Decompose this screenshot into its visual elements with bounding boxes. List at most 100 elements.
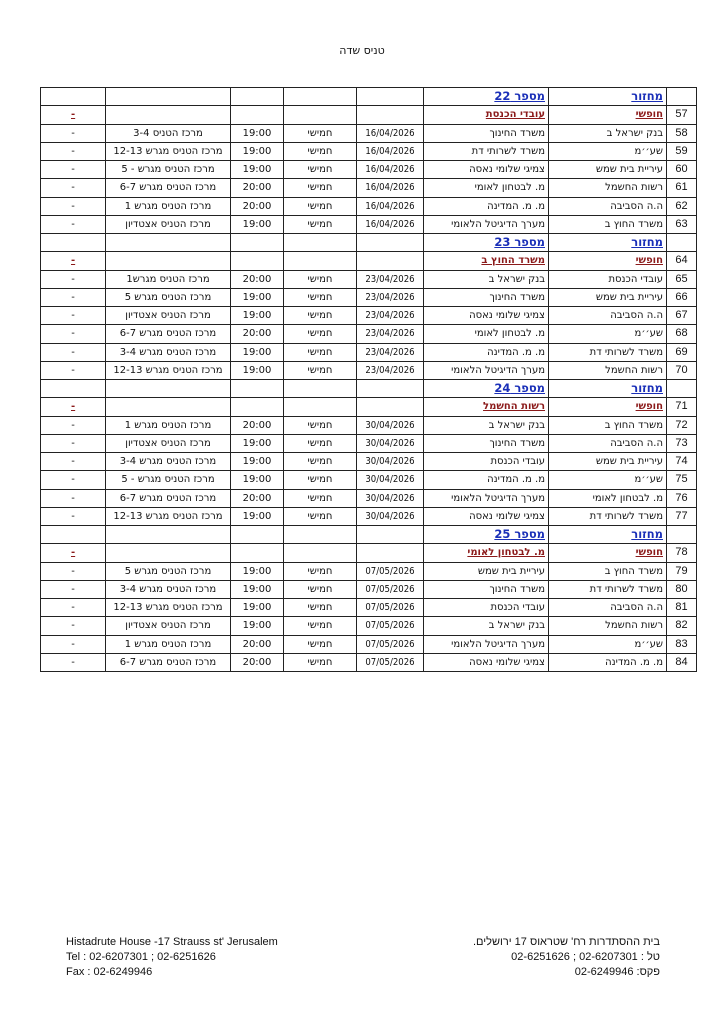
empty-cell [283, 543, 357, 563]
bye-label: חופשי [548, 105, 667, 125]
match-date: 07/05/2026 [356, 634, 424, 654]
match-day: חמישי [283, 123, 357, 143]
match-number: 77 [666, 506, 697, 527]
bye-team: מ. לבטחון לאומי [423, 543, 549, 563]
match-row: 84 מ. מ. המדינה צמיגי שלומי נאסה 07/05/2026… [40, 652, 697, 673]
match-row: 60 עיריית בית שמש צמיגי שלומי נאסה 16/04/20… [40, 159, 697, 180]
bye-label: חופשי [548, 543, 667, 563]
match-date: 16/04/2026 [356, 196, 424, 216]
match-number: 57 [666, 105, 697, 125]
empty-cell [356, 251, 424, 271]
away-team: משרד החינוך [423, 433, 549, 454]
match-number: 60 [666, 159, 697, 180]
match-time: 20:00 [230, 488, 284, 508]
home-team: משרד לשרותי דת [548, 579, 667, 600]
match-date: 07/05/2026 [356, 597, 424, 618]
away-team: מערך הדיגיטל הלאומי [423, 488, 549, 508]
round-label: מחזור [548, 86, 667, 107]
empty-cell [230, 232, 284, 253]
match-date: 16/04/2026 [356, 178, 424, 198]
home-team: בנק ישראל ב [548, 123, 667, 143]
match-date: 16/04/2026 [356, 123, 424, 143]
match-number: 82 [666, 616, 697, 636]
match-day: חמישי [283, 561, 357, 581]
match-time: 19:00 [230, 506, 284, 527]
empty-cell [283, 86, 357, 107]
away-team: מערך הדיגיטל הלאומי [423, 360, 549, 381]
match-result: - [40, 652, 106, 673]
match-row: 83 שע׳׳מ מערך הדיגיטל הלאומי 07/05/2026 חמיש… [40, 634, 697, 654]
match-time: 19:00 [230, 561, 284, 581]
away-team: מערך הדיגיטל הלאומי [423, 634, 549, 654]
match-result: - [40, 159, 106, 180]
away-team: צמיגי שלומי נאסה [423, 506, 549, 527]
match-result: - [40, 470, 106, 490]
match-time: 19:00 [230, 141, 284, 162]
match-number: 80 [666, 579, 697, 600]
match-row: 77 משרד לשרותי דת צמיגי שלומי נאסה 30/04/20… [40, 506, 697, 527]
home-team: ה.ה הסביבה [548, 196, 667, 216]
match-result: - [40, 579, 106, 600]
empty-cell [230, 543, 284, 563]
match-number: 69 [666, 342, 697, 362]
match-venue: מרכז הטניס מגרש 12-13 [105, 141, 231, 162]
round-label: מחזור [548, 378, 667, 399]
empty-cell [105, 524, 231, 545]
match-day: חמישי [283, 470, 357, 490]
match-venue: מרכז הטניס מגרש 3-4 [105, 579, 231, 600]
home-team: שע׳׳מ [548, 141, 667, 162]
match-result: - [40, 269, 106, 289]
match-number: 58 [666, 123, 697, 143]
match-result: - [40, 506, 106, 527]
match-venue: מרכז הטניס מגרש 1 [105, 196, 231, 216]
match-result: - [40, 597, 106, 618]
match-number: 67 [666, 305, 697, 326]
match-result: - [40, 360, 106, 381]
away-team: צמיגי שלומי נאסה [423, 652, 549, 673]
match-result: - [40, 287, 106, 308]
home-team: רשות החשמל [548, 360, 667, 381]
match-venue: מרכז הטניס מגרש 12-13 [105, 597, 231, 618]
empty-cell [105, 232, 231, 253]
home-team: רשות החשמל [548, 178, 667, 198]
home-team: מ. מ. המדינה [548, 652, 667, 673]
match-time: 19:00 [230, 305, 284, 326]
match-day: חמישי [283, 652, 357, 673]
footer-address: Histadrute House -17 Strauss st' Jerusal… [66, 936, 278, 948]
away-team: בנק ישראל ב [423, 269, 549, 289]
match-row: 81 ה.ה הסביבה עובדי הכנסת 07/05/2026 חמישי 19… [40, 597, 697, 618]
match-number: 64 [666, 251, 697, 271]
home-team: רשות החשמל [548, 616, 667, 636]
home-team: ה.ה הסביבה [548, 305, 667, 326]
match-row: 58 בנק ישראל ב משרד החינוך 16/04/2026 חמישי 1… [40, 123, 697, 143]
home-team: משרד לשרותי דת [548, 506, 667, 527]
empty-cell [283, 378, 357, 399]
match-result: - [40, 634, 106, 654]
match-venue: מרכז הטניס מגרש - 5 [105, 159, 231, 180]
match-date: 23/04/2026 [356, 287, 424, 308]
match-time: 20:00 [230, 634, 284, 654]
away-team: משרד החינוך [423, 579, 549, 600]
match-date: 07/05/2026 [356, 652, 424, 673]
bye-result: - [40, 251, 106, 271]
match-number: 75 [666, 470, 697, 490]
empty-cell [230, 524, 284, 545]
match-venue: מרכז הטניס מגרש 12-13 [105, 360, 231, 381]
empty-cell [356, 378, 424, 399]
match-day: חמישי [283, 178, 357, 198]
empty-cell [283, 397, 357, 417]
match-row: 79 משרד החוץ ב עיריית בית שמש 07/05/2026 חמי… [40, 561, 697, 581]
away-team: עובדי הכנסת [423, 597, 549, 618]
match-time: 20:00 [230, 652, 284, 673]
match-number: 66 [666, 287, 697, 308]
bye-label: חופשי [548, 397, 667, 417]
away-team: עיריית בית שמש [423, 561, 549, 581]
home-team: משרד לשרותי דת [548, 342, 667, 362]
match-number: 81 [666, 597, 697, 618]
empty-cell [230, 105, 284, 125]
empty-cell [666, 524, 697, 545]
home-team: שע׳׳מ [548, 470, 667, 490]
empty-cell [40, 524, 106, 545]
match-time: 19:00 [230, 342, 284, 362]
